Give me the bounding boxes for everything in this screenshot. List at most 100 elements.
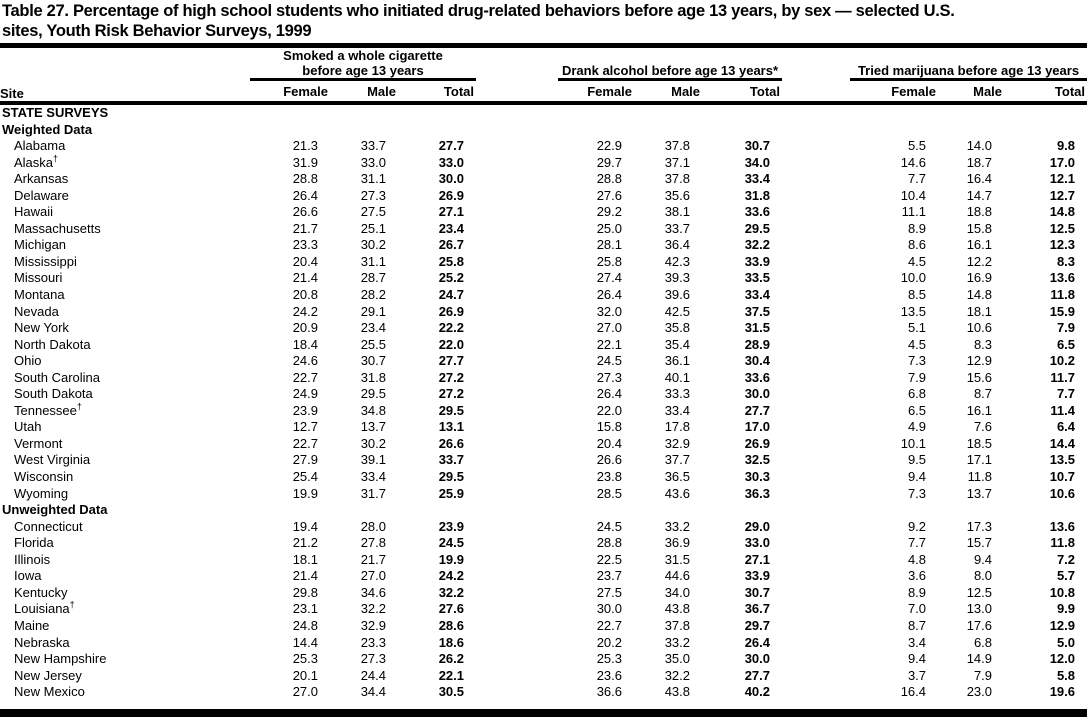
column-gap: [782, 171, 850, 188]
cigarette-female-value: 21.4: [292, 568, 318, 584]
alcohol-total-value: 29.0: [744, 518, 771, 534]
alcohol-male-value: 35.0: [664, 651, 691, 667]
footnote-dagger: †: [53, 153, 59, 164]
column-gap: [782, 651, 850, 668]
table-row: South Dakota 24.9 29.5 27.2 26.4 33.3 30.0 6.8 8…: [0, 386, 1087, 403]
site-name: Hawaii: [14, 204, 54, 220]
marijuana-total-value: 9.9: [1056, 601, 1076, 617]
cigarette-total-value: 29.5: [438, 469, 465, 485]
marijuana-total-value: 10.7: [1049, 469, 1076, 485]
subsection-heading-0-label: Weighted Data: [2, 121, 93, 137]
cigarette-total-value: 25.2: [438, 270, 465, 286]
marijuana-male-value: 14.0: [966, 138, 993, 154]
column-gap: [782, 568, 850, 585]
cigarette-total-value: 33.7: [438, 452, 465, 468]
marijuana-female-value: 7.3: [907, 353, 927, 369]
site-name: Mississippi: [14, 253, 77, 269]
column-gap: [782, 155, 850, 172]
column-gap: [782, 254, 850, 271]
alcohol-male-value: 39.6: [664, 287, 691, 303]
cigarette-male-value: 27.3: [360, 187, 386, 203]
cigarette-male-value: 30.7: [360, 353, 386, 369]
table-title-line2: sites, Youth Risk Behavior Surveys, 1999: [2, 22, 312, 40]
column-gap: [476, 287, 558, 304]
column-gap: [476, 651, 558, 668]
table-row: Alaska† 31.9 33.0 33.0 29.7 37.1 34.0 14.6 18.7 1…: [0, 153, 1087, 172]
site-name: Illinois: [14, 551, 51, 567]
marijuana-female-value: 4.9: [907, 419, 927, 435]
marijuana-female-value: 9.4: [907, 469, 927, 485]
alcohol-female-value: 23.7: [596, 568, 623, 584]
alcohol-female-header: Female: [558, 79, 635, 105]
table-row: Massachusetts 21.7 25.1 23.4 25.0 33.7 29.5 8.9…: [0, 221, 1087, 238]
column-gap: [782, 386, 850, 403]
column-gap: [476, 552, 558, 569]
table-row: South Carolina 22.7 31.8 27.2 27.3 40.1 33.6 7.…: [0, 370, 1087, 387]
marijuana-male-value: 9.4: [973, 551, 993, 567]
table-row: Wisconsin 25.4 33.4 29.5 23.8 36.5 30.3 9.4 11.8…: [0, 469, 1087, 486]
cigarette-male-value: 39.1: [360, 452, 386, 468]
alcohol-female-value: 15.8: [596, 419, 623, 435]
cigarette-female-value: 20.1: [292, 667, 318, 683]
marijuana-female-value: 7.7: [907, 171, 927, 187]
cigarette-male-value: 27.3: [360, 651, 386, 667]
marijuana-total-value: 5.7: [1056, 568, 1076, 584]
alcohol-female-value: 28.1: [596, 237, 623, 253]
marijuana-male-value: 12.2: [966, 253, 993, 269]
alcohol-total-value: 30.0: [744, 386, 771, 402]
table-row: Alabama 21.3 33.7 27.7 22.9 37.8 30.7 5.5 14.0 9.…: [0, 138, 1087, 155]
marijuana-female-value: 9.5: [907, 452, 927, 468]
alcohol-male-value: 42.3: [664, 253, 691, 269]
cigarette-female-value: 22.7: [292, 435, 318, 451]
marijuana-total-value: 12.7: [1049, 187, 1076, 203]
cigarette-total-value: 23.4: [438, 220, 465, 236]
column-gap: [476, 601, 558, 618]
site-name: West Virginia: [14, 452, 91, 468]
table-row: New York 20.9 23.4 22.2 27.0 35.8 31.5 5.1 10.6 7…: [0, 320, 1087, 337]
cigarette-female-value: 19.9: [292, 485, 318, 501]
cigarette-group-header-line1: Smoked a whole cigarette: [283, 48, 443, 63]
column-gap: [782, 419, 850, 436]
cigarette-male-value: 29.1: [360, 303, 386, 319]
marijuana-male-value: 8.3: [973, 336, 993, 352]
alcohol-total-value: 33.4: [744, 171, 771, 187]
table-title-line1: Table 27. Percentage of high school stud…: [2, 2, 955, 20]
column-gap: [476, 138, 558, 155]
alcohol-female-value: 25.0: [596, 220, 623, 236]
alcohol-male-value: 32.9: [664, 435, 691, 451]
cigarette-total-value: 27.7: [438, 138, 465, 154]
marijuana-total-value: 14.4: [1049, 435, 1076, 451]
marijuana-female-value: 3.7: [907, 667, 927, 683]
marijuana-female-value: 3.6: [907, 568, 927, 584]
alcohol-total-value: 17.0: [744, 419, 771, 435]
marijuana-female-value: 6.5: [907, 402, 927, 418]
marijuana-total-value: 10.6: [1049, 485, 1076, 501]
table-row: Tennessee† 23.9 34.8 29.5 22.0 33.4 27.7 6.5 16.…: [0, 402, 1087, 420]
column-gap: [782, 552, 850, 569]
column-gap: [782, 270, 850, 287]
alcohol-male-value: 17.8: [664, 419, 691, 435]
site-name: New Jersey: [14, 667, 82, 683]
column-gap: [476, 270, 558, 287]
marijuana-female-value: 4.8: [907, 551, 927, 567]
subsection-heading-0: Weighted Data: [0, 122, 1087, 139]
alcohol-total-value: 37.5: [744, 303, 771, 319]
cigarette-male-value: 31.1: [360, 171, 386, 187]
cigarette-total-value: 27.2: [438, 369, 465, 385]
marijuana-total-value: 12.3: [1049, 237, 1076, 253]
cigarette-female-value: 24.9: [292, 386, 318, 402]
column-gap: [476, 618, 558, 635]
marijuana-male-value: 15.8: [966, 220, 993, 236]
marijuana-male-value: 17.6: [966, 617, 993, 633]
column-gap: [782, 452, 850, 469]
marijuana-female-value: 8.9: [907, 220, 927, 236]
alcohol-female-value: 24.5: [596, 518, 623, 534]
column-gap: [782, 353, 850, 370]
marijuana-total-value: 13.6: [1049, 518, 1076, 534]
column-header-row: Female Male Total Female Male Total Fema…: [0, 79, 1087, 105]
marijuana-male-value: 18.7: [966, 154, 993, 170]
cigarette-female-value: 24.6: [292, 353, 318, 369]
alcohol-female-value: 20.2: [596, 634, 623, 650]
column-gap: [476, 535, 558, 552]
